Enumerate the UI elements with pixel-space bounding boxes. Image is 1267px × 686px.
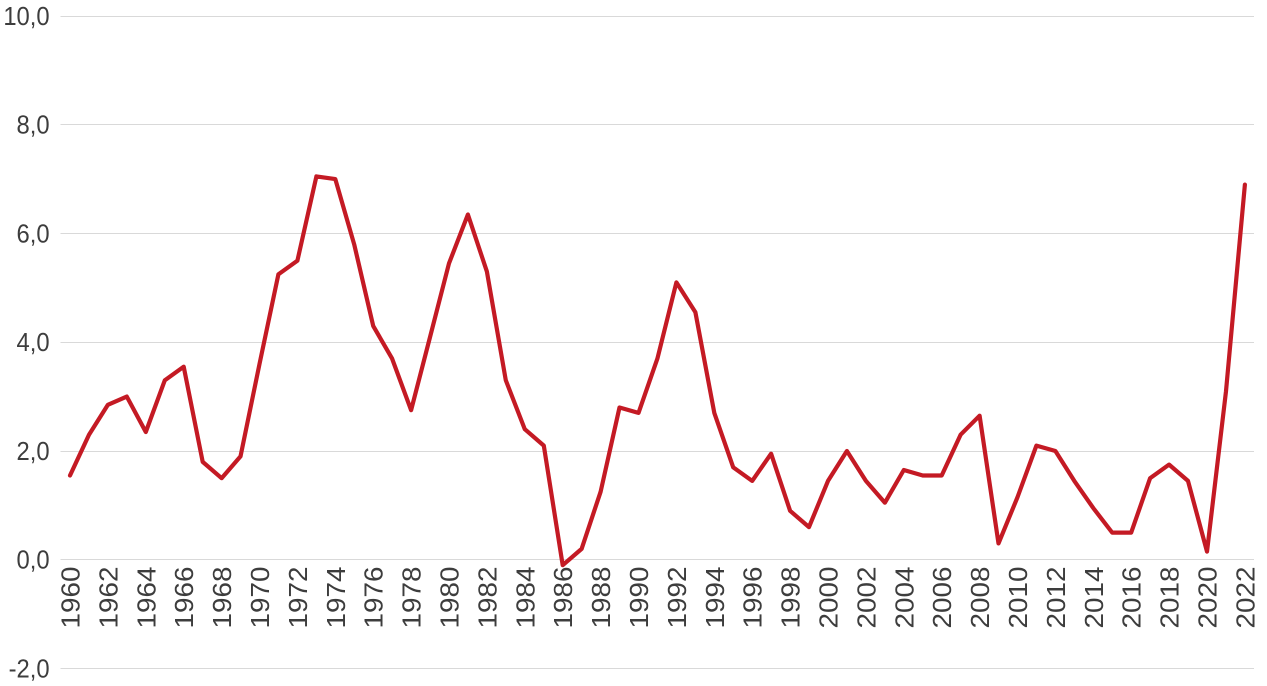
svg-text:2014: 2014	[1079, 567, 1109, 629]
svg-text:4,0: 4,0	[17, 328, 50, 357]
svg-text:2018: 2018	[1155, 567, 1185, 629]
svg-text:2006: 2006	[927, 567, 957, 629]
svg-text:1962: 1962	[93, 567, 123, 629]
svg-text:1976: 1976	[359, 567, 389, 629]
svg-text:-2,0: -2,0	[9, 655, 50, 684]
svg-text:1960: 1960	[56, 567, 86, 629]
svg-text:10,0: 10,0	[3, 2, 49, 31]
svg-text:1998: 1998	[776, 567, 806, 629]
svg-text:2012: 2012	[1041, 567, 1071, 629]
svg-text:2002: 2002	[851, 567, 881, 629]
svg-text:2,0: 2,0	[17, 437, 50, 466]
svg-text:1996: 1996	[738, 567, 768, 629]
svg-text:1994: 1994	[700, 567, 730, 629]
svg-text:2010: 2010	[1003, 567, 1033, 629]
svg-text:1968: 1968	[207, 567, 237, 629]
svg-text:2022: 2022	[1230, 567, 1260, 629]
svg-text:2004: 2004	[889, 567, 919, 629]
svg-text:2000: 2000	[814, 567, 844, 629]
svg-text:1992: 1992	[662, 567, 692, 629]
svg-text:2016: 2016	[1117, 567, 1147, 629]
svg-text:1988: 1988	[586, 567, 616, 629]
svg-text:2020: 2020	[1193, 567, 1223, 629]
svg-text:1978: 1978	[397, 567, 427, 629]
svg-text:1990: 1990	[624, 567, 654, 629]
svg-text:1964: 1964	[131, 567, 161, 629]
svg-text:1984: 1984	[510, 567, 540, 629]
svg-text:1980: 1980	[435, 567, 465, 629]
svg-text:2008: 2008	[965, 567, 995, 629]
svg-text:1986: 1986	[548, 567, 578, 629]
svg-text:1966: 1966	[169, 567, 199, 629]
svg-text:1974: 1974	[321, 567, 351, 629]
svg-text:1970: 1970	[245, 567, 275, 629]
svg-text:6,0: 6,0	[17, 220, 50, 249]
svg-text:1982: 1982	[472, 567, 502, 629]
svg-text:0,0: 0,0	[17, 546, 50, 575]
svg-text:8,0: 8,0	[17, 111, 50, 140]
svg-text:1972: 1972	[283, 567, 313, 629]
